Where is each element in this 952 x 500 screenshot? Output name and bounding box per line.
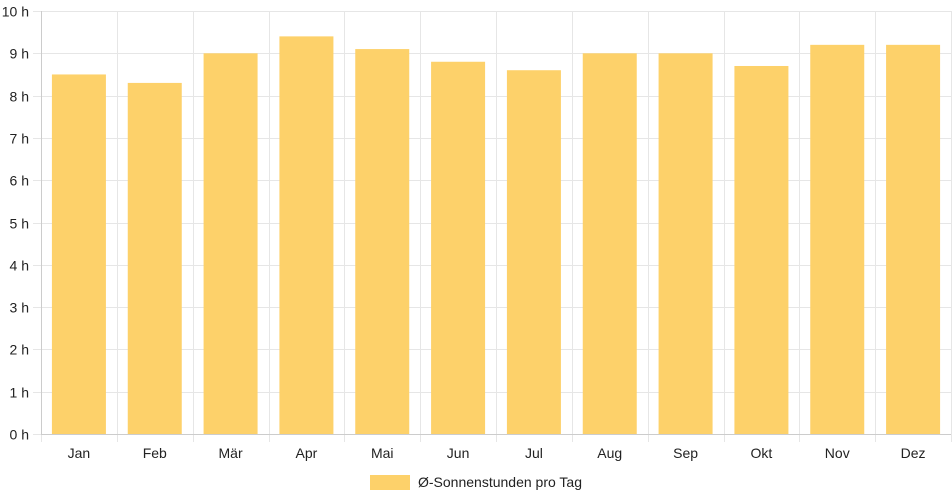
axis-layer: 0 h 1 h 2 h 3 h 4 h 5 h 6 h 7 h 8 h 9 h 10 h Jan Feb… [2,4,951,461]
bar-apr[interactable] [279,36,334,434]
x-tick-label: Sep [673,445,698,461]
y-tick-label: 0 h [10,427,29,443]
x-tick-label: Nov [825,445,850,461]
bar-mai[interactable] [355,49,410,434]
y-tick-label: 5 h [10,216,29,232]
x-tick-label: Dez [901,445,926,461]
x-tick-label: Feb [143,445,167,461]
legend-swatch[interactable] [370,475,410,490]
bar-jun[interactable] [431,61,486,434]
bar-jul[interactable] [506,70,561,434]
legend[interactable]: Ø-Sonnenstunden pro Tag [370,474,582,490]
bar-okt[interactable] [734,65,789,435]
y-tick-label: 9 h [10,46,29,62]
y-tick-label: 10 h [2,4,29,20]
x-tick-label: Mär [219,445,243,461]
legend-label[interactable]: Ø-Sonnenstunden pro Tag [418,474,582,490]
bar-aug[interactable] [582,53,637,435]
x-tick-label: Jul [525,445,543,461]
x-tick-label: Aug [597,445,622,461]
y-tick-label: 4 h [10,258,29,274]
y-tick-label: 1 h [10,385,29,401]
y-tick-label: 6 h [10,173,29,189]
bar-sep[interactable] [658,53,713,435]
x-tick-label: Okt [751,445,773,461]
bar-dez[interactable] [886,44,941,435]
x-tick-label: Jan [68,445,91,461]
bar-jan[interactable] [51,74,106,434]
y-tick-label: 2 h [10,342,29,358]
bar-feb[interactable] [127,82,182,434]
y-tick-label: 8 h [10,89,29,105]
y-tick-label: 7 h [10,131,29,147]
bar-mär[interactable] [203,53,258,435]
x-tick-label: Mai [371,445,394,461]
x-tick-label: Apr [296,445,318,461]
bar-nov[interactable] [810,44,865,435]
y-tick-label: 3 h [10,300,29,316]
bars-layer [51,36,941,435]
x-tick-label: Jun [447,445,470,461]
